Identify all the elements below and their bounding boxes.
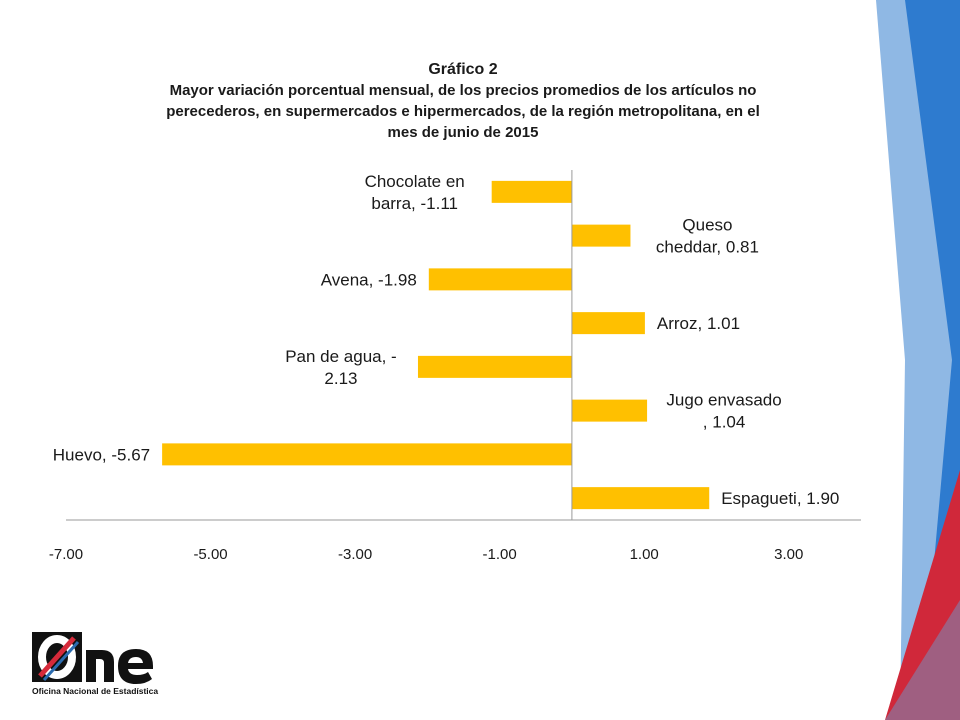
bar-label-7-line-0: Espagueti, 1.90 <box>721 489 839 508</box>
x-tick-label-1: -5.00 <box>193 546 227 563</box>
bar-4 <box>417 355 572 378</box>
x-tick-label-5: 3.00 <box>774 546 803 563</box>
x-tick-label-3: -1.00 <box>483 546 517 563</box>
bar-label-1-line-1: cheddar, 0.81 <box>656 238 759 257</box>
bar-3 <box>571 312 645 335</box>
chart-title: Gráfico 2 <box>428 61 498 78</box>
chart-subtitle-line-1: Mayor variación porcentual mensual, de l… <box>169 82 757 99</box>
bar-0 <box>491 180 572 203</box>
x-tick-label-4: 1.00 <box>630 546 659 563</box>
bar-label-0-line-0: Chocolate en <box>365 172 465 191</box>
bar-2 <box>428 268 572 291</box>
bar-label-3-line-0: Arroz, 1.01 <box>657 314 740 333</box>
one-logo: Oficina Nacional de Estadística <box>32 630 172 700</box>
chart-subtitle-line-3: mes de junio de 2015 <box>387 124 539 141</box>
logo-caption: Oficina Nacional de Estadística <box>32 686 159 696</box>
decor-dark-blue-panel <box>885 600 960 720</box>
bar-label-6-line-0: Huevo, -5.67 <box>53 445 150 464</box>
chart-title-block: Gráfico 2 Mayor variación porcentual men… <box>60 60 866 143</box>
one-logo-wordmark <box>32 632 153 684</box>
bar-label-5-line-1: , 1.04 <box>703 413 746 432</box>
chart-subtitle-line-2: perecederos, en supermercados e hipermer… <box>166 103 760 120</box>
bar-label-2-line-0: Avena, -1.98 <box>321 270 417 289</box>
x-tick-label-2: -3.00 <box>338 546 372 563</box>
bar-5 <box>571 399 648 422</box>
bar-label-1-line-0: Queso <box>682 216 732 235</box>
bar-label-0-line-1: barra, -1.11 <box>371 194 458 213</box>
bar-6 <box>162 443 572 466</box>
x-tick-label-0: -7.00 <box>49 546 83 563</box>
bar-1 <box>571 224 631 247</box>
bar-7 <box>571 487 710 510</box>
bar-label-5-line-0: Jugo envasado <box>666 391 781 410</box>
bar-label-4-line-1: 2.13 <box>324 369 357 388</box>
bar-label-4-line-0: Pan de agua, - <box>285 347 397 366</box>
